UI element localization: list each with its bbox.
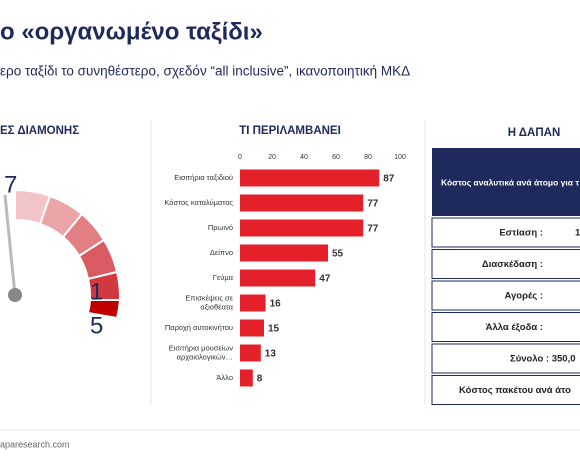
table-row (431, 375, 580, 405)
x-tick-label: 60 (332, 154, 340, 161)
x-tick-label: 80 (364, 154, 372, 161)
row-value: 1 (575, 228, 580, 239)
table: Εστίαση : 1 Διασκέδαση : Αγορές : Άλλα έξοδα… (431, 217, 580, 405)
gauge-segment (86, 299, 122, 320)
row-label: Διασκέδαση : (482, 259, 543, 270)
y-tick-label: Δείπνο (210, 248, 233, 257)
slide-subtitle: ερο ταξίδι το συνηθέστερο, σχεδόν “all i… (0, 64, 410, 79)
value-label: 16 (270, 299, 282, 310)
gauge (3, 188, 122, 320)
x-tick-label: 20 (268, 154, 276, 161)
chart-title: ΤΙ ΠΕΡΙΛΑΜΒΑΝΕΙ (239, 125, 341, 137)
value-label: 77 (367, 224, 379, 235)
gauge-label: 5 (90, 312, 103, 339)
row-label: Άλλα έξοδα : (486, 322, 543, 333)
table-row (431, 280, 580, 311)
value-label: 87 (383, 174, 395, 185)
row-label: Εστίαση : (499, 228, 543, 239)
table-row (431, 249, 580, 279)
bar (240, 369, 253, 387)
table-row (431, 343, 580, 374)
value-label: 77 (367, 199, 379, 210)
bar (240, 319, 264, 337)
gauge-label: 1 (90, 278, 103, 305)
y-tick-label: Παροχή αυτοκινήτου (165, 323, 233, 332)
value-label: 8 (257, 374, 263, 385)
bar (240, 219, 364, 237)
table-header: Η ΔΑΠΑΝ (508, 127, 561, 139)
bar (240, 344, 261, 362)
x-tick-label: 100 (394, 154, 406, 161)
y-tick-label: Πρωινό (208, 223, 233, 232)
bar (240, 294, 266, 312)
row-label: Αγορές : (504, 291, 543, 302)
y-tick-label: Γεύμα (213, 273, 234, 282)
footer: aparesearch.com (0, 439, 70, 449)
row-label: Σύνολο : 350,0 (510, 354, 576, 365)
bar (240, 244, 328, 262)
table-caption-box (432, 148, 580, 216)
slide-title: ο «οργανωμένο ταξίδι» (0, 18, 263, 45)
value-label: 55 (332, 249, 344, 260)
value-label: 15 (268, 324, 280, 335)
gauge-hub (8, 288, 22, 302)
y-tick-label: Εισιτήρια μουσείων αρχαιολογικών… (169, 343, 234, 361)
y-tick-label: Εισιτήρια ταξιδιού (174, 173, 233, 182)
bar (240, 194, 364, 212)
gauge-label: 7 (4, 171, 17, 198)
gauge-header: ΕΣ ΔΙΑΜΟΝΗΣ (0, 125, 79, 137)
table-row (431, 312, 580, 342)
row-label: Κόστος πακέτου ανά άτο (459, 385, 571, 396)
bar (240, 269, 316, 287)
bar-chart: 0 20 40 60 80 100 Εισιτήρια ταξιδιού 87 Κόστος κ… (164, 154, 406, 387)
table-caption: Κόστος αναλυτικά ανά άτομο για τ (441, 177, 579, 187)
y-tick-label: Άλλο (216, 373, 233, 382)
y-tick-label: Κόστος καταλύματος (164, 198, 233, 207)
y-tick-label: Επισκέψεις σε αξιοθέατα (185, 293, 233, 311)
x-tick-label: 0 (238, 154, 242, 161)
bar (240, 169, 380, 187)
table-row (431, 217, 580, 248)
x-tick-label: 40 (300, 154, 308, 161)
value-label: 13 (265, 349, 277, 360)
value-label: 47 (319, 274, 331, 285)
gauge-needle (3, 194, 17, 296)
